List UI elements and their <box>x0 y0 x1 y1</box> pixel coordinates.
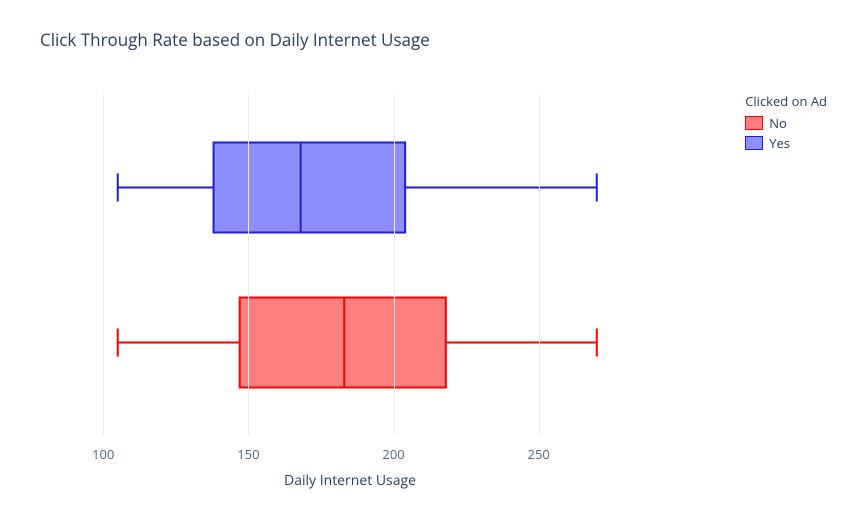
box-no[interactable] <box>118 298 597 388</box>
gridline <box>539 95 540 435</box>
legend-item-no[interactable]: No <box>745 114 827 132</box>
legend: Clicked on Ad No Yes <box>745 92 827 154</box>
legend-swatch <box>745 116 763 130</box>
x-axis-title: Daily Internet Usage <box>284 471 416 490</box>
x-tick-label: 100 <box>92 445 114 463</box>
legend-swatch <box>745 136 763 150</box>
x-tick-label: 150 <box>237 445 259 463</box>
x-tick-label: 200 <box>382 445 404 463</box>
box-yes[interactable] <box>118 143 597 233</box>
x-tick-label: 250 <box>528 445 550 463</box>
chart-title: Click Through Rate based on Daily Intern… <box>40 28 430 51</box>
plot-area: 100150200250 Daily Internet Usage <box>80 95 620 435</box>
legend-label: No <box>769 114 787 132</box>
legend-title: Clicked on Ad <box>745 92 827 110</box>
gridline <box>103 95 104 435</box>
legend-label: Yes <box>769 134 790 152</box>
legend-item-yes[interactable]: Yes <box>745 134 827 152</box>
gridline <box>394 95 395 435</box>
gridline <box>248 95 249 435</box>
